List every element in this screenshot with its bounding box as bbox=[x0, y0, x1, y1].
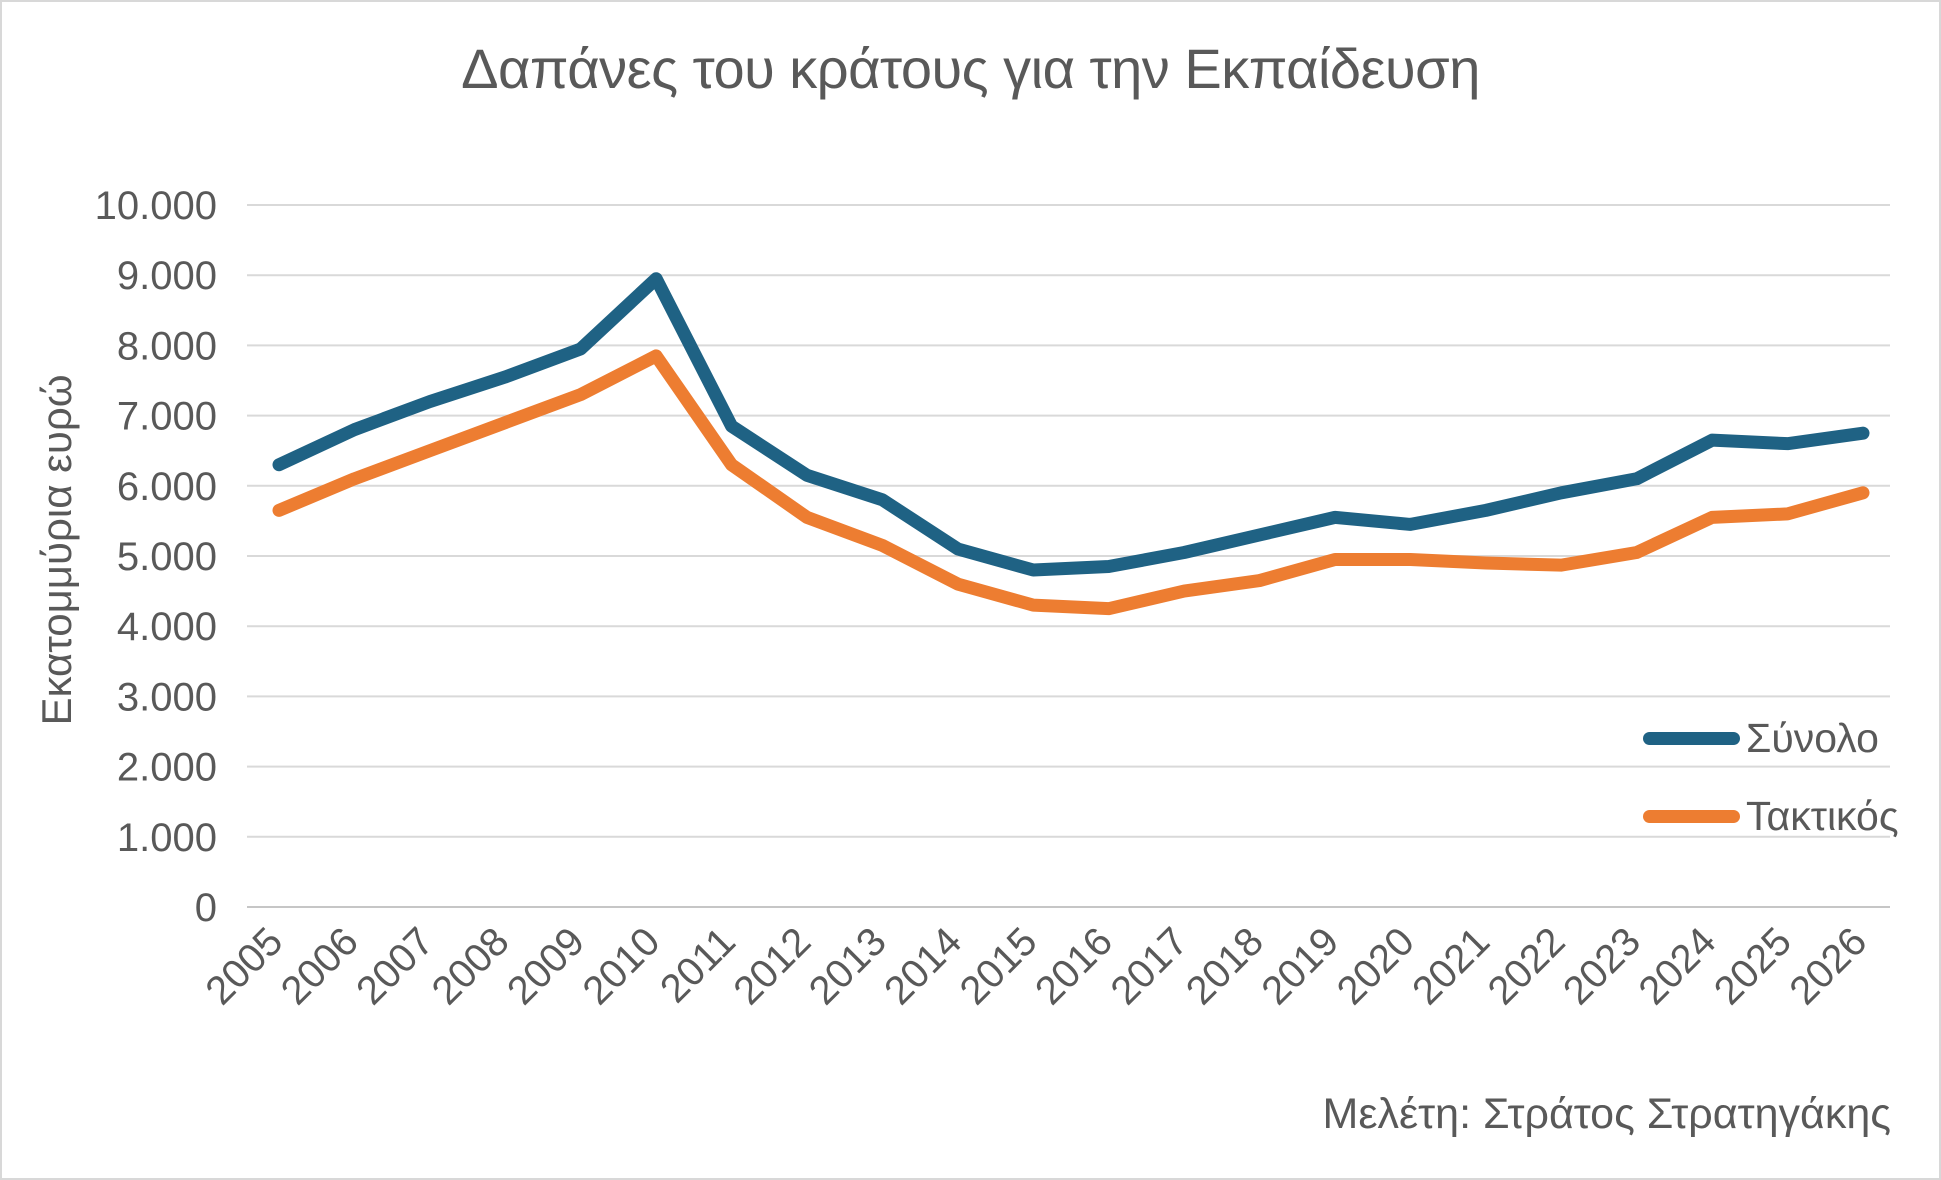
x-tick-label: 2006 bbox=[273, 919, 367, 1013]
x-tick-label: 2020 bbox=[1329, 919, 1423, 1013]
legend: Σύνολο Τακτικός bbox=[1643, 714, 1899, 841]
footer-credit: Μελέτη: Στράτος Στρατηγάκης bbox=[1322, 1090, 1891, 1138]
x-tick-label: 2026 bbox=[1781, 919, 1875, 1013]
y-tick-label: 10.000 bbox=[95, 184, 217, 228]
legend-line-swatch-total bbox=[1643, 732, 1740, 745]
y-tick-label: 8.000 bbox=[117, 324, 217, 368]
x-tick-label: 2008 bbox=[424, 919, 518, 1013]
y-tick-label: 3.000 bbox=[117, 675, 217, 719]
x-tick-label: 2005 bbox=[197, 919, 291, 1013]
x-tick-label: 2021 bbox=[1404, 919, 1498, 1013]
y-tick-label: 2.000 bbox=[117, 746, 217, 790]
x-tick-label: 2019 bbox=[1253, 919, 1347, 1013]
y-tick-label: 1.000 bbox=[117, 816, 217, 860]
series-line-total bbox=[272, 272, 1870, 577]
x-tick-label: 2023 bbox=[1555, 919, 1649, 1013]
x-tick-label: 2025 bbox=[1706, 919, 1800, 1013]
legend-item-regular: Τακτικός bbox=[1643, 792, 1899, 841]
legend-label-regular: Τακτικός bbox=[1746, 793, 1899, 839]
x-tick-label: 2010 bbox=[574, 919, 668, 1013]
x-tick-label: 2017 bbox=[1102, 919, 1196, 1013]
y-tick-label: 7.000 bbox=[117, 395, 217, 439]
x-tick-label: 2018 bbox=[1178, 919, 1272, 1013]
x-tick-label: 2007 bbox=[348, 919, 442, 1013]
x-tick-label: 2011 bbox=[652, 919, 744, 1011]
y-tick-label: 9.000 bbox=[117, 254, 217, 298]
x-tick-label: 2014 bbox=[876, 919, 970, 1013]
legend-label-total: Σύνολο bbox=[1746, 715, 1879, 761]
series-line-regular bbox=[272, 349, 1870, 616]
y-tick-label: 6.000 bbox=[117, 465, 217, 509]
legend-item-total: Σύνολο bbox=[1643, 714, 1899, 763]
x-tick-label: 2013 bbox=[801, 919, 895, 1013]
x-tick-label: 2024 bbox=[1630, 919, 1724, 1013]
x-tick-label: 2012 bbox=[725, 919, 819, 1013]
x-tick-label: 2022 bbox=[1480, 919, 1574, 1013]
x-tick-label: 2016 bbox=[1027, 919, 1121, 1013]
x-tick-label: 2015 bbox=[952, 919, 1046, 1013]
legend-line-swatch-regular bbox=[1643, 810, 1740, 823]
y-tick-label: 4.000 bbox=[117, 605, 217, 649]
y-tick-label: 5.000 bbox=[117, 535, 217, 579]
x-tick-label: 2009 bbox=[499, 919, 593, 1013]
y-tick-label: 0 bbox=[195, 886, 217, 930]
chart-title: Δαπάνες του κράτους για την Εκπαίδευση bbox=[461, 37, 1480, 100]
